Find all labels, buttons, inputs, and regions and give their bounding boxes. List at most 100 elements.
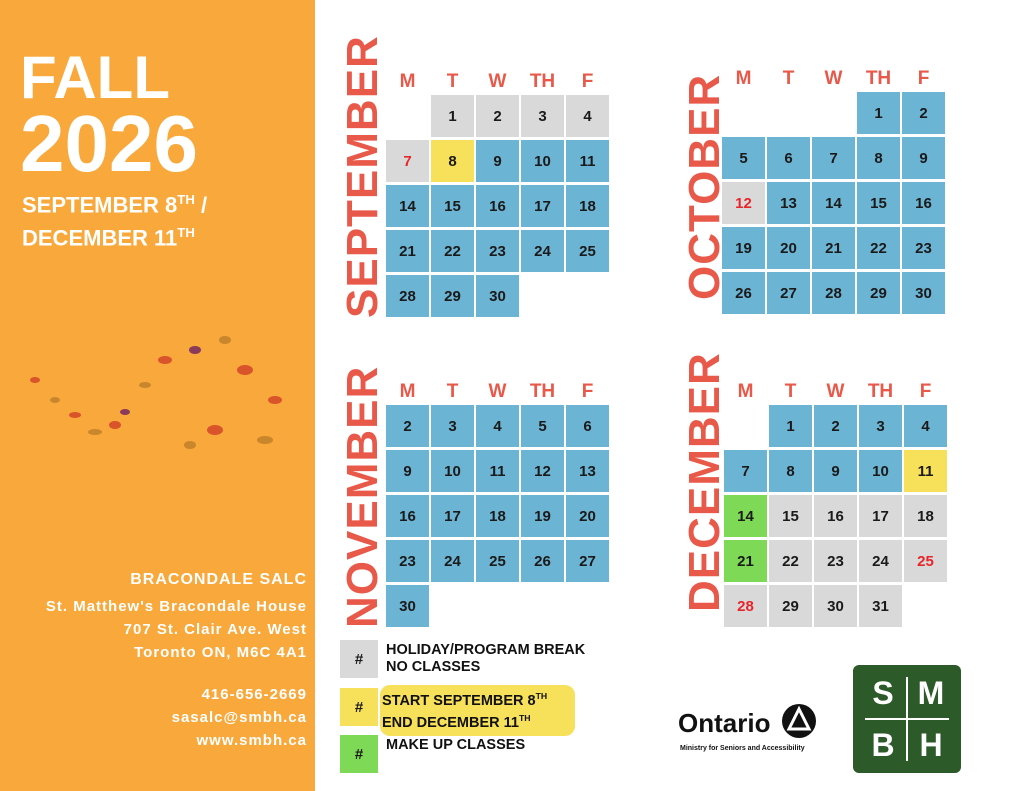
- day-cell: 17: [431, 495, 474, 537]
- legend-text: HOLIDAY/PROGRAM BREAK NO CLASSES: [384, 642, 593, 676]
- day-cell: 20: [767, 227, 810, 269]
- smbh-letter: H: [919, 727, 943, 763]
- weekday: M: [399, 381, 416, 402]
- date-line: SEPTEMBER 8TH /: [22, 186, 207, 219]
- day-cell: 3: [521, 95, 564, 137]
- legend-line: MAKE UP CLASSES: [386, 737, 525, 754]
- day-cell: 30: [902, 272, 945, 314]
- day-cell: 1: [431, 95, 474, 137]
- day-cell: 6: [767, 137, 810, 179]
- day-cell: 23: [476, 230, 519, 272]
- day-cell: 8: [431, 140, 474, 182]
- weekday: F: [581, 71, 594, 92]
- superscript: TH: [177, 192, 195, 207]
- day-cell: 17: [521, 185, 564, 227]
- day-cell: 10: [521, 140, 564, 182]
- weekday: W: [824, 68, 843, 89]
- sidebar: FALL 2026 SEPTEMBER 8TH / DECEMBER 11TH B…: [0, 0, 315, 791]
- weekday: F: [581, 381, 594, 402]
- text: START SEPTEMBER 8: [382, 692, 536, 709]
- weekday: M: [737, 381, 754, 402]
- day-cell: 11: [566, 140, 609, 182]
- day-cell: 24: [431, 540, 474, 582]
- day-cell: 24: [521, 230, 564, 272]
- day-cell: 6: [566, 405, 609, 447]
- day-cell: 31: [859, 585, 902, 627]
- day-cell: 8: [769, 450, 812, 492]
- day-cell: 29: [769, 585, 812, 627]
- day-cell: 10: [431, 450, 474, 492]
- day-cell: 28: [386, 275, 429, 317]
- day-cell: 29: [857, 272, 900, 314]
- day-cell: 7: [386, 140, 429, 182]
- day-cell: 19: [521, 495, 564, 537]
- day-cell: 30: [476, 275, 519, 317]
- legend-swatch: #: [340, 688, 378, 726]
- weekday: W: [488, 71, 507, 92]
- text: NO CLASSES: [386, 659, 481, 675]
- day-cell: 27: [566, 540, 609, 582]
- weekday: M: [399, 71, 416, 92]
- day-cell: 16: [386, 495, 429, 537]
- day-cell: 11: [904, 450, 947, 492]
- smbh-letter: B: [871, 727, 895, 763]
- day-cell: 3: [859, 405, 902, 447]
- smbh-letter: S: [872, 675, 894, 711]
- day-cell: 14: [812, 182, 855, 224]
- day-cell: 18: [904, 495, 947, 537]
- day-cell: 7: [812, 137, 855, 179]
- contact-line: 416-656-2669: [201, 686, 307, 703]
- day-cell: 15: [431, 185, 474, 227]
- day-cell: 25: [566, 230, 609, 272]
- org-name: BRACONDALE SALC: [130, 571, 307, 588]
- ontario-name: Ontario: [678, 708, 771, 738]
- superscript: TH: [177, 225, 195, 241]
- day-cell: 24: [859, 540, 902, 582]
- legend-line: END DECEMBER 11TH: [382, 710, 547, 732]
- day-cell: 7: [724, 450, 767, 492]
- day-cell: 4: [904, 405, 947, 447]
- day-cell: 25: [476, 540, 519, 582]
- weekday: W: [488, 381, 507, 402]
- month-name: SEPTEMBER: [338, 35, 387, 318]
- date-line: DECEMBER 11TH: [22, 219, 207, 252]
- legend-text: START SEPTEMBER 8TH END DECEMBER 11TH: [380, 685, 576, 736]
- day-cell: 13: [767, 182, 810, 224]
- day-cell: 28: [812, 272, 855, 314]
- day-cell: 22: [769, 540, 812, 582]
- day-cell: 15: [769, 495, 812, 537]
- weekday: TH: [865, 68, 892, 89]
- address-line: Toronto ON, M6C 4A1: [134, 644, 307, 661]
- day-cell: 1: [769, 405, 812, 447]
- day-cell: 2: [814, 405, 857, 447]
- leaves-decoration: [30, 336, 282, 449]
- day-cell: 21: [724, 540, 767, 582]
- text: SEPTEMBER 8: [22, 192, 178, 218]
- superscript: TH: [518, 712, 531, 723]
- day-cell: 22: [857, 227, 900, 269]
- legend-line: NO CLASSES: [386, 659, 585, 676]
- year: 2026: [20, 99, 198, 188]
- day-cell: 18: [476, 495, 519, 537]
- day-cell: 4: [566, 95, 609, 137]
- day-cell: 2: [476, 95, 519, 137]
- weekday: F: [919, 381, 932, 402]
- day-cell: 16: [902, 182, 945, 224]
- day-cell: 3: [431, 405, 474, 447]
- day-cell: 28: [724, 585, 767, 627]
- day-cell: 23: [386, 540, 429, 582]
- legend-text: MAKE UP CLASSES: [384, 737, 533, 754]
- day-cell: 9: [814, 450, 857, 492]
- legend-swatch: #: [340, 640, 378, 678]
- weekday: TH: [867, 381, 894, 402]
- day-cell: 2: [902, 92, 945, 134]
- text: HOLIDAY/PROGRAM BREAK: [386, 642, 586, 658]
- day-cell: 5: [722, 137, 765, 179]
- contact-line: sasalc@smbh.ca: [171, 709, 307, 726]
- superscript: TH: [535, 691, 548, 701]
- address-line: St. Matthew's Bracondale House: [45, 598, 307, 615]
- day-cell: 2: [386, 405, 429, 447]
- month-name: NOVEMBER: [338, 365, 387, 628]
- day-cell: 14: [386, 185, 429, 227]
